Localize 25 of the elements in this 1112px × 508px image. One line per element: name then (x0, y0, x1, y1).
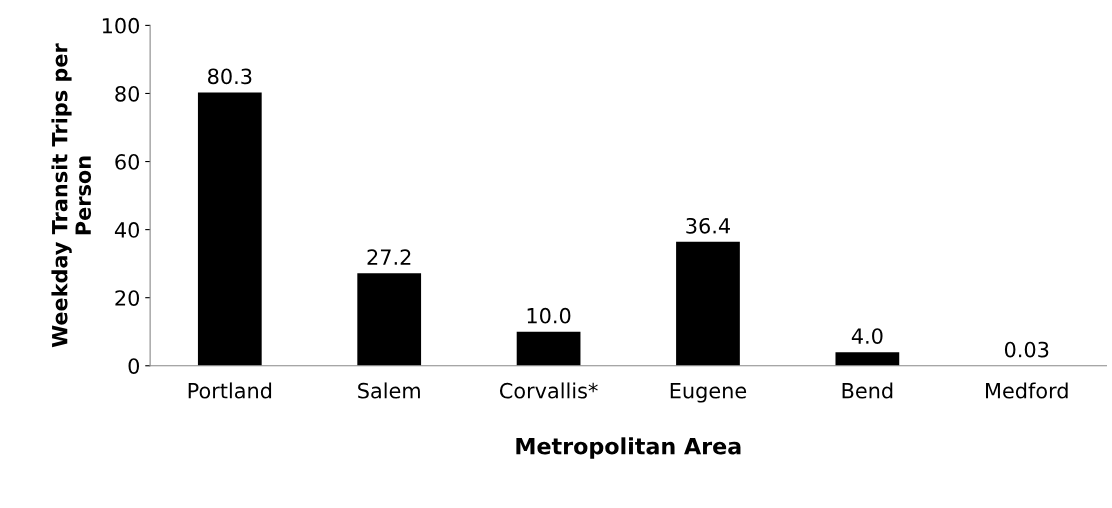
x-axis-title: Metropolitan Area (516, 437, 741, 459)
y-tick-label: 0 (128, 358, 140, 374)
data-label: 36.4 (686, 217, 730, 234)
x-tick-label: Medford (986, 382, 1068, 399)
bar (516, 331, 581, 366)
y-tick-label: 40 (114, 222, 140, 238)
bar (357, 273, 422, 366)
data-label: 0.03 (1004, 341, 1049, 358)
data-label: 27.2 (367, 249, 411, 265)
y-tick-label: 60 (115, 154, 140, 170)
x-tick-label: Salem (358, 382, 420, 399)
bar (676, 241, 740, 366)
x-tick-label: Corvallis* (499, 382, 598, 399)
data-label: 80.3 (208, 68, 252, 85)
x-tick-label: Eugene (670, 383, 747, 403)
y-tick-label: 80 (115, 85, 140, 102)
data-label: 10.0 (527, 307, 571, 324)
bar (835, 352, 900, 366)
x-tick-label: Bend (842, 382, 893, 399)
y-tick-label: 20 (115, 290, 140, 306)
y-axis-title: Weekday Transit Trips per Person (51, 43, 92, 348)
y-tick-label: 100 (102, 17, 140, 34)
x-tick-label: Portland (188, 382, 272, 399)
data-label: 4.0 (851, 328, 883, 344)
bar (197, 92, 262, 366)
